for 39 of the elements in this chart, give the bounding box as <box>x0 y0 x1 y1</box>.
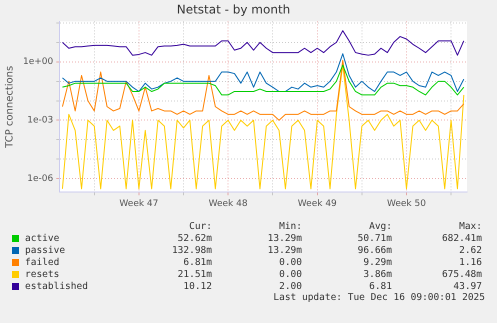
text: 9.29m <box>362 257 392 269</box>
text: 0.00 <box>278 257 302 269</box>
text: 13.29m <box>266 245 302 257</box>
text: 96.66m <box>356 245 392 257</box>
text: Last update: Tue Dec 16 09:00:01 2025 <box>273 292 485 303</box>
text: Cur: <box>188 221 212 233</box>
text: 52.62m <box>176 233 212 245</box>
text: 13.29m <box>266 233 302 245</box>
text: Max: <box>458 221 482 233</box>
text: Avg: <box>368 221 392 233</box>
text: 6.81 <box>368 281 392 293</box>
legend-label: established <box>24 281 89 293</box>
text: 2.62 <box>458 245 482 257</box>
x-tick-label: Week 49 <box>298 198 338 209</box>
y-axis-title: TCP connections <box>4 66 16 149</box>
x-tick-label: Week 47 <box>119 198 158 209</box>
text: 675.48m <box>440 269 482 281</box>
x-tick-label: Week 48 <box>208 198 248 209</box>
text: 3.86m <box>362 269 392 281</box>
legend-label: resets <box>24 269 60 281</box>
x-tick-label: Week 50 <box>386 198 426 209</box>
text: 132.98m <box>170 245 212 257</box>
legend-label: passive <box>24 245 66 257</box>
chart-title: Netstat - by month <box>176 2 290 16</box>
legend-label: active <box>24 233 60 245</box>
text: 1.16 <box>458 257 482 269</box>
y-tick-label: 1e-06 <box>27 174 54 184</box>
text: 21.51m <box>176 269 212 281</box>
y-tick-label: 1e-03 <box>27 116 54 126</box>
text: Min: <box>278 221 302 233</box>
text: 2.00 <box>278 281 302 293</box>
legend-label: failed <box>24 257 60 269</box>
text: 43.97 <box>452 281 482 293</box>
text: 50.71m <box>356 233 392 245</box>
text: 6.81m <box>182 257 212 269</box>
text: 0.00 <box>278 269 302 281</box>
text: 10.12 <box>182 281 212 293</box>
y-tick-label: 1e+00 <box>22 57 54 68</box>
text: 682.41m <box>440 233 482 245</box>
